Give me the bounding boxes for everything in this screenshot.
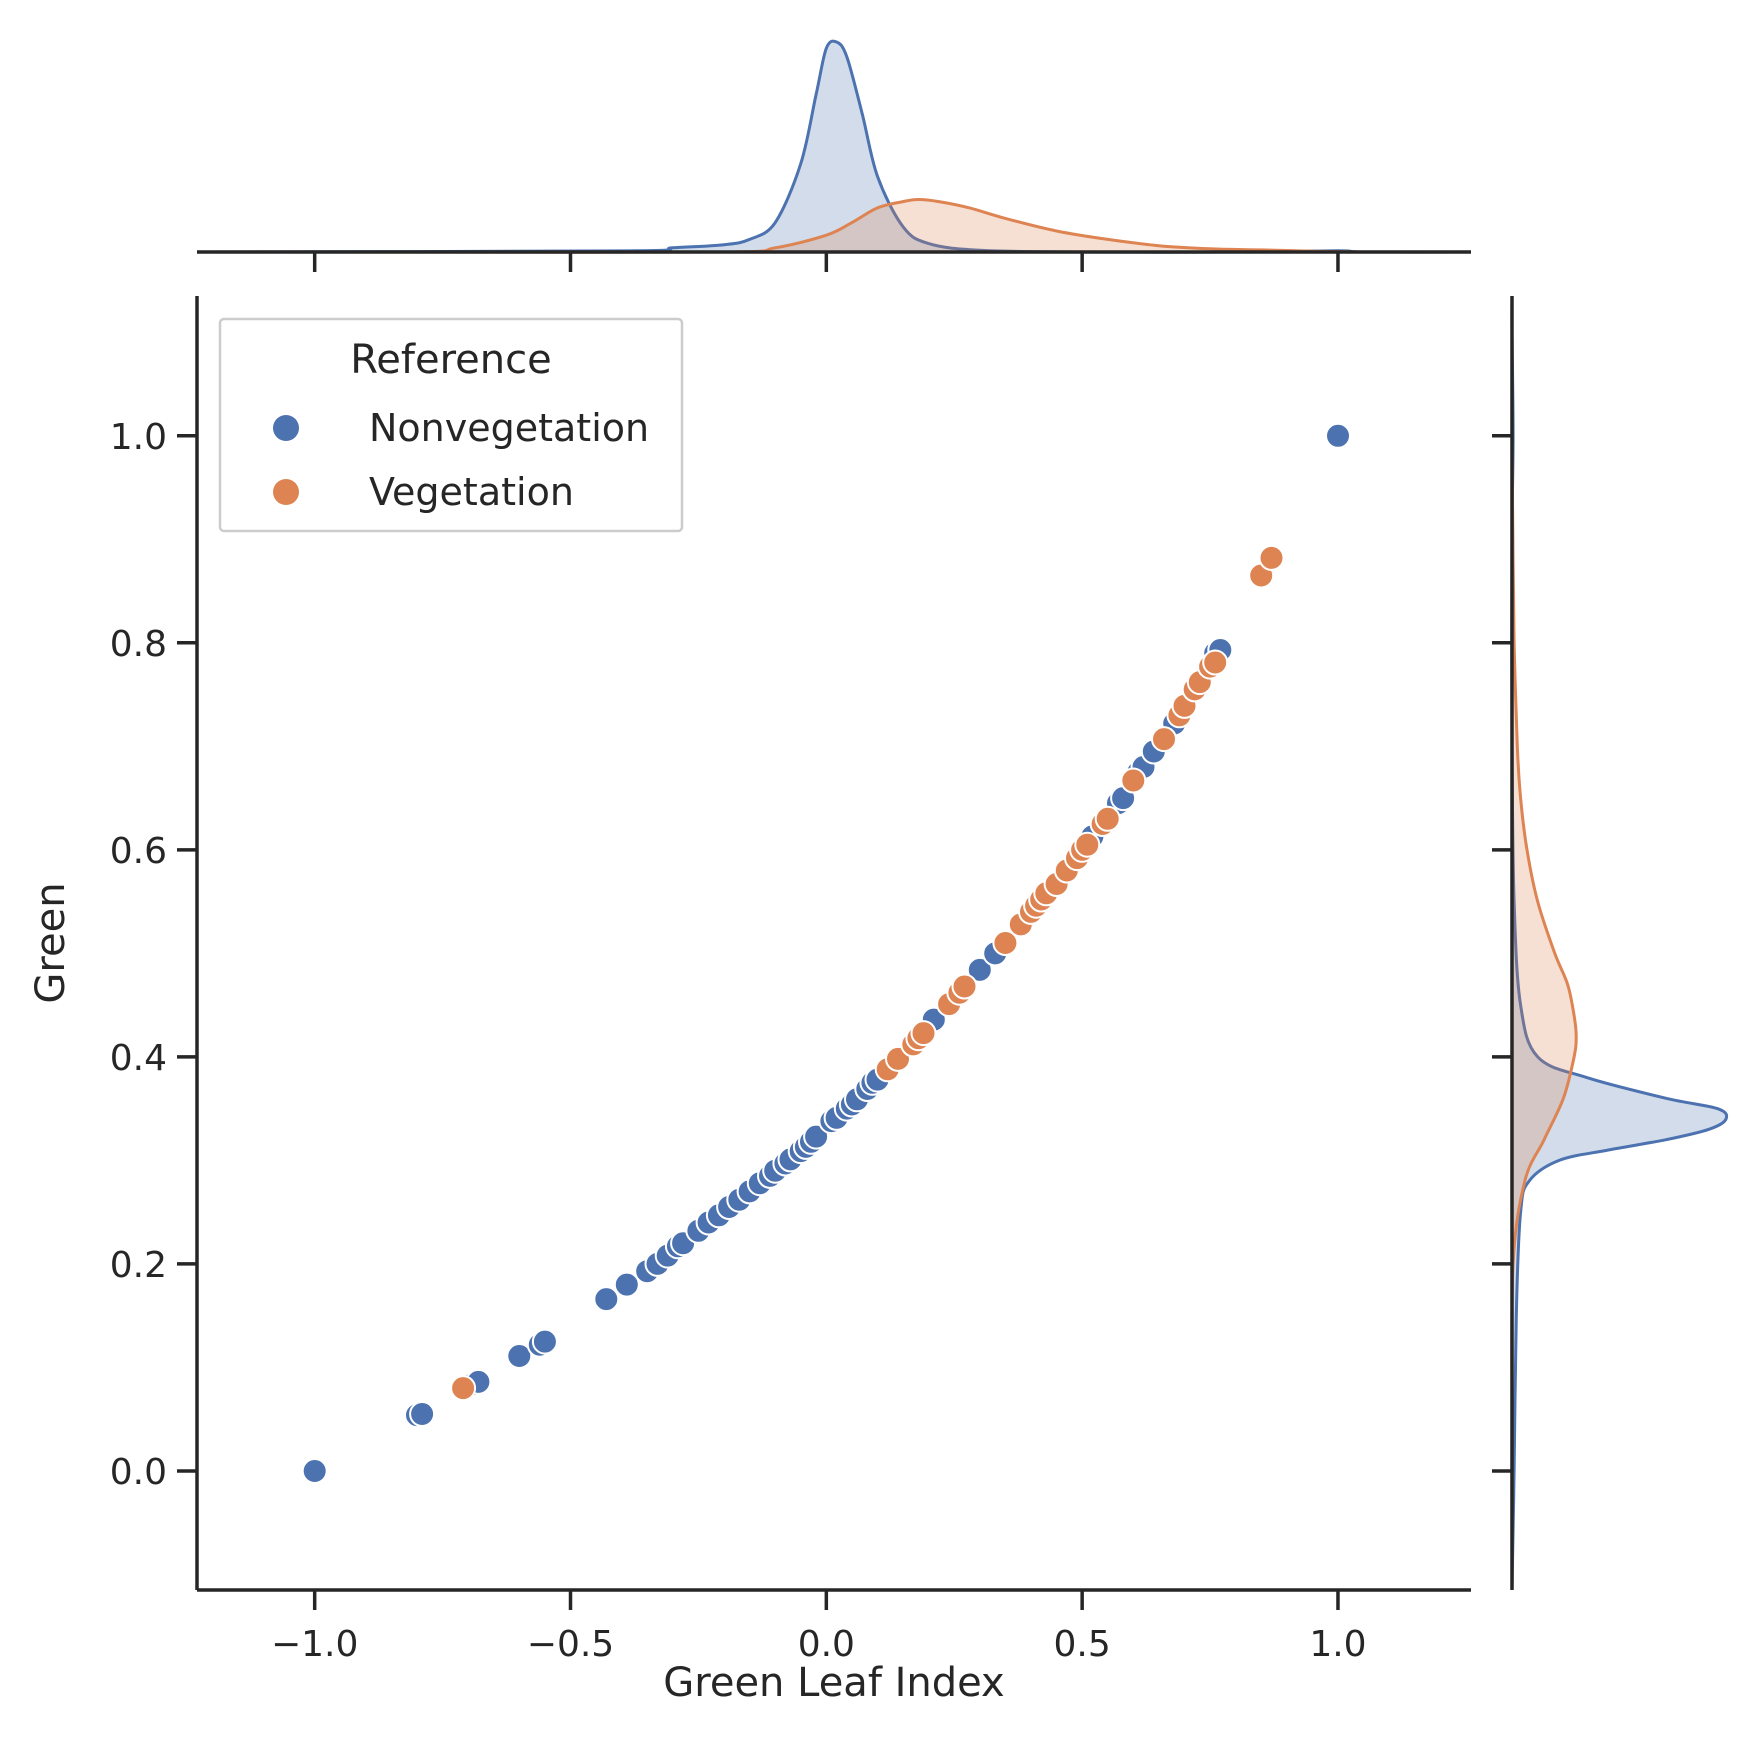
point-nonvegetation-39: [966, 956, 993, 983]
legend-marker-nonvegetation: [273, 415, 299, 441]
point-nonvegetation-8: [593, 1286, 620, 1313]
marginal-x-fill-vegetation: [417, 199, 1364, 253]
point-vegetation-9: [992, 930, 1019, 956]
point-nonvegetation-9: [613, 1271, 640, 1298]
legend-title: Reference: [350, 337, 551, 383]
x-tick-label-1: −0.5: [527, 1624, 614, 1665]
marginal-x-ticks: [312, 252, 1340, 272]
legend-label-vegetation: Vegetation: [369, 470, 574, 514]
point-nonvegetation-7: [531, 1328, 558, 1355]
point-vegetation-0: [450, 1375, 477, 1402]
legend-frame: [218, 317, 684, 533]
point-nonvegetation-29: [803, 1123, 830, 1150]
y-tick-label-1: 0.2: [110, 1245, 167, 1286]
scatter-points: [301, 422, 1351, 1484]
point-vegetation-5: [910, 1020, 937, 1047]
x-axis-ticks: −1.0 −0.5 0.0 0.5 1.0: [271, 1590, 1367, 1665]
x-tick-label-0: −1.0: [271, 1624, 358, 1665]
x-axis-title: Green Leaf Index: [663, 1660, 1004, 1706]
marginal-y-fill-vegetation: [1511, 435, 1577, 1590]
marginal-x-line-vegetation: [416, 197, 1364, 254]
y-tick-label-2: 0.4: [110, 1038, 167, 1079]
marginal-y-ticks: [1492, 434, 1512, 1473]
y-tick-label-3: 0.6: [110, 831, 167, 872]
point-vegetation-8: [951, 973, 978, 1000]
point-nonvegetation-5: [506, 1343, 533, 1369]
x-tick-label-3: 0.5: [1054, 1624, 1111, 1665]
y-tick-label-4: 0.8: [110, 624, 167, 665]
x-tick-label-4: 1.0: [1309, 1624, 1366, 1665]
point-vegetation-22: [1120, 767, 1147, 794]
point-vegetation-29: [1202, 649, 1229, 676]
point-nonvegetation-0: [301, 1458, 328, 1484]
point-vegetation-31: [1258, 544, 1285, 571]
point-vegetation-19: [1074, 831, 1101, 858]
y-tick-label-0: 0.0: [110, 1452, 167, 1493]
y-axis-title: Green: [28, 882, 74, 1003]
point-vegetation-23: [1151, 726, 1177, 753]
point-vegetation-21: [1094, 805, 1121, 832]
x-tick-label-2: 0.0: [798, 1624, 855, 1665]
point-nonvegetation-50: [1325, 422, 1351, 449]
legend: Reference Nonvegetation Vegetation: [218, 317, 684, 533]
legend-marker-vegetation: [273, 479, 299, 505]
point-nonvegetation-2: [409, 1401, 436, 1427]
y-axis-ticks: 0.0 0.2 0.4 0.6 0.8 1.0: [110, 417, 197, 1493]
legend-label-nonvegetation: Nonvegetation: [369, 406, 649, 450]
y-tick-label-5: 1.0: [110, 417, 167, 458]
main-axes: [195, 296, 1471, 1592]
marginal-x-fill-nonvegetation: [197, 41, 1466, 253]
